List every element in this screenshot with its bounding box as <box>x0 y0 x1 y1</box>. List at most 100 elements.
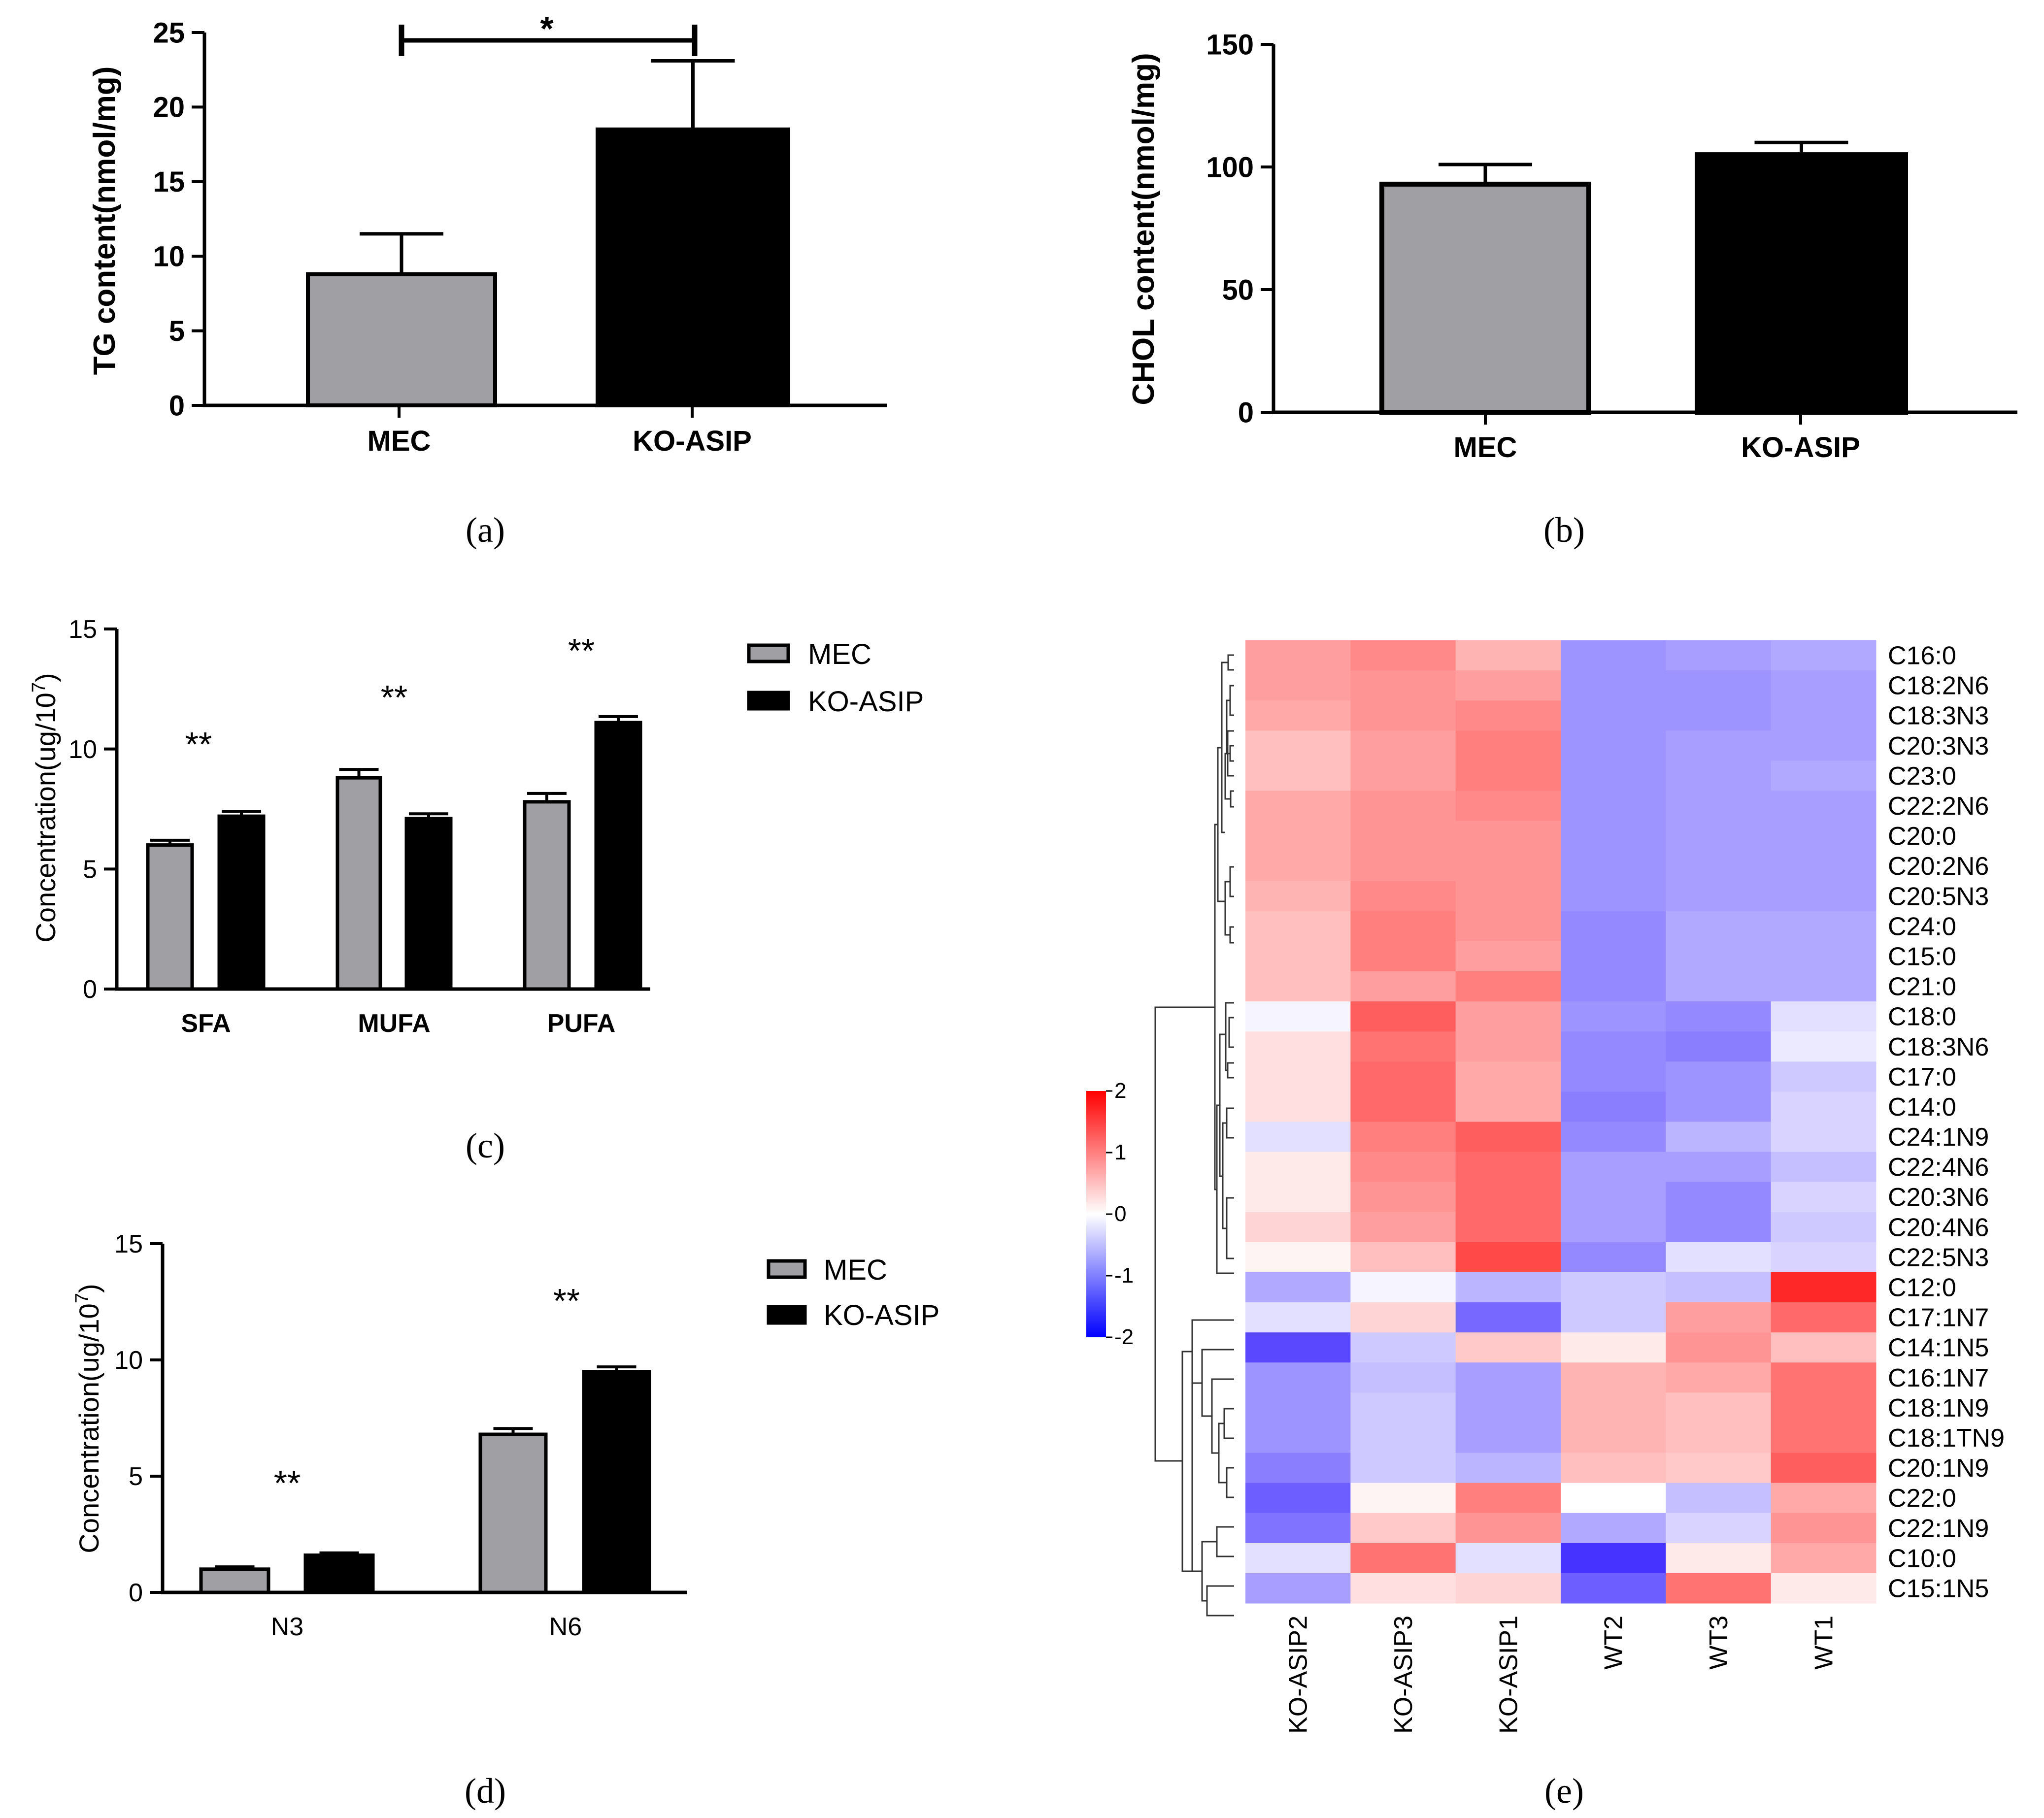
heatmap-cell-c14-0-ko-asip1 <box>1455 1091 1561 1122</box>
heatmap-cell-c15-1n5-wt1 <box>1771 1573 1876 1604</box>
y-ticks-b: 0 50 100 150 <box>1206 29 1273 429</box>
heatmap-row-label: C24:1N9 <box>1888 1123 1989 1152</box>
heatmap-cell-c14-0-wt1 <box>1771 1091 1876 1122</box>
heatmap-cell-c17-0-ko-asip3 <box>1350 1061 1456 1092</box>
y-tick-label-a-10: 10 <box>153 241 185 273</box>
y-tick-label-b-150: 150 <box>1206 29 1254 61</box>
heatmap-cell-c21-0-wt3 <box>1666 971 1772 1002</box>
heatmap-cell-c14-1n5-ko-asip1 <box>1455 1332 1561 1363</box>
x-label-d-n3: N3 <box>271 1613 303 1641</box>
heatmap-cell-c22-5n3-ko-asip3 <box>1350 1242 1456 1273</box>
heatmap-cell-c10-0-wt1 <box>1771 1543 1876 1574</box>
heatmap-cell-c18-3n6-ko-asip1 <box>1455 1031 1561 1062</box>
heatmap-row-label: C16:0 <box>1888 642 1956 670</box>
heatmap-cell-c15-0-ko-asip3 <box>1350 941 1456 972</box>
sig-d-n6: ** <box>553 1282 580 1320</box>
legend-d-mec-label: MEC <box>824 1254 887 1286</box>
y-label-a: TG content(nmol/mg) <box>88 66 122 375</box>
heatmap-cell-c20-1n9-ko-asip3 <box>1350 1453 1456 1484</box>
y-tick-label-d-5: 5 <box>129 1462 143 1491</box>
heatmap-cell-c18-3n3-ko-asip1 <box>1455 700 1561 731</box>
heatmap-row-label: C22:1N9 <box>1888 1514 1989 1543</box>
heatmap-cell-c20-4n6-ko-asip2 <box>1245 1212 1351 1243</box>
heatmap-cell-c22-1n9-ko-asip3 <box>1350 1513 1456 1544</box>
heatmap-cell-c18-2n6-wt3 <box>1666 670 1772 701</box>
heatmap-cell-c22-5n3-ko-asip1 <box>1455 1242 1561 1273</box>
panel-label-e: (e) <box>1544 1771 1584 1811</box>
heatmap-cell-c15-1n5-wt2 <box>1561 1573 1666 1604</box>
x-label-b-mec: MEC <box>1454 431 1517 463</box>
heatmap-cell-c22-1n9-ko-asip2 <box>1245 1513 1351 1544</box>
heatmap-cell-c16-1n7-wt2 <box>1561 1362 1666 1393</box>
heatmap-cell-c18-1tn9-ko-asip2 <box>1245 1422 1351 1454</box>
heatmap-row-label: C16:1N7 <box>1888 1364 1989 1392</box>
heatmap-cell-c15-0-ko-asip2 <box>1245 941 1351 972</box>
heatmap-row-label: C15:0 <box>1888 942 1956 971</box>
x-label-c-pufa: PUFA <box>547 1009 616 1038</box>
legend-c-ko-swatch <box>747 691 790 711</box>
heatmap-row-label: C18:2N6 <box>1888 672 1989 700</box>
heatmap-cell-c20-2n6-wt1 <box>1771 851 1876 882</box>
heatmap-cell-c20-0-ko-asip3 <box>1350 821 1456 852</box>
heatmap-column-label: WT3 <box>1705 1616 1733 1670</box>
bar-d-n6-mec <box>478 1432 548 1594</box>
heatmap-cell-c18-0-ko-asip3 <box>1350 1001 1456 1032</box>
heatmap-cell-c17-1n7-ko-asip2 <box>1245 1302 1351 1333</box>
heatmap-cell-c23-0-ko-asip3 <box>1350 760 1456 791</box>
heatmap-cell-c20-0-wt1 <box>1771 821 1876 852</box>
heatmap-cell-c18-2n6-wt2 <box>1561 670 1666 701</box>
heatmap-cell-c22-2n6-ko-asip3 <box>1350 791 1456 822</box>
y-tick-label-d-10: 10 <box>114 1346 143 1375</box>
bars-c <box>146 715 642 991</box>
bar-b-mec <box>1379 181 1591 415</box>
heatmap-cell-c22-2n6-wt1 <box>1771 791 1876 822</box>
heatmap-cell-c17-1n7-wt3 <box>1666 1302 1772 1333</box>
colorbar-ticks: 2 1 0 -1 -2 <box>1106 1079 1134 1349</box>
heatmap-cell-c16-0-ko-asip1 <box>1455 640 1561 671</box>
bars-d <box>199 1365 651 1594</box>
heatmap-cell-c18-3n6-wt3 <box>1666 1031 1772 1062</box>
heatmap-cell-c24-0-wt3 <box>1666 911 1772 942</box>
y-tick-label-a-15: 15 <box>153 166 185 198</box>
legend-d: MEC KO-ASIP <box>767 1254 939 1331</box>
heatmap-cell-c12-0-ko-asip1 <box>1455 1272 1561 1303</box>
heatmap-cell-c17-0-ko-asip1 <box>1455 1061 1561 1092</box>
heatmap-cell-c23-0-wt2 <box>1561 760 1666 791</box>
heatmap-cell-c20-4n6-wt2 <box>1561 1212 1666 1243</box>
heatmap-cell-c22-5n3-ko-asip2 <box>1245 1242 1351 1273</box>
sig-c-mufa: ** <box>381 678 407 717</box>
heatmap-row-label: C18:3N3 <box>1888 702 1989 730</box>
heatmap-cell-c20-2n6-wt2 <box>1561 851 1666 882</box>
heatmap-cell-c14-1n5-ko-asip3 <box>1350 1332 1456 1363</box>
heatmap-cell-c20-3n3-ko-asip2 <box>1245 730 1351 761</box>
heatmap-cell-c22-0-wt3 <box>1666 1483 1772 1514</box>
y-tick-label-c-10: 10 <box>68 735 97 764</box>
heatmap-cell-c17-0-wt3 <box>1666 1061 1772 1092</box>
heatmap-cell-c20-1n9-wt2 <box>1561 1453 1666 1484</box>
heatmap-column-label: KO-ASIP2 <box>1284 1616 1313 1734</box>
heatmap-cell-c22-4n6-wt2 <box>1561 1152 1666 1183</box>
significance-label-a: * <box>540 9 554 48</box>
heatmap-colorbar: 2 1 0 -1 -2 <box>1086 1079 1134 1349</box>
y-tick-label-a-5: 5 <box>169 315 185 347</box>
heatmap-cell-c16-1n7-wt1 <box>1771 1362 1876 1393</box>
heatmap-cell-c12-0-ko-asip3 <box>1350 1272 1456 1303</box>
heatmap-row-label: C18:3N6 <box>1888 1033 1989 1061</box>
heatmap-cell-c24-1n9-wt1 <box>1771 1122 1876 1153</box>
heatmap-cell-c18-3n6-ko-asip3 <box>1350 1031 1456 1062</box>
heatmap-cell-c20-3n3-ko-asip1 <box>1455 730 1561 761</box>
heatmap-cell-c22-1n9-wt3 <box>1666 1513 1772 1544</box>
heatmap-row-label: C14:0 <box>1888 1093 1956 1122</box>
heatmap-cell-c24-0-ko-asip3 <box>1350 911 1456 942</box>
bar-b-ko-asip <box>1695 152 1908 415</box>
heatmap-cell-c18-1tn9-wt2 <box>1561 1422 1666 1454</box>
heatmap-cell-c14-0-wt3 <box>1666 1091 1772 1122</box>
heatmap-cell-c10-0-ko-asip2 <box>1245 1543 1351 1574</box>
heatmap-cell-c18-1n9-wt3 <box>1666 1392 1772 1423</box>
heatmap-cell-c18-0-wt1 <box>1771 1001 1876 1032</box>
heatmap-column-label: KO-ASIP3 <box>1389 1616 1418 1734</box>
panel-label-c: (c) <box>466 1126 505 1165</box>
bar-c-mufa-ko-asip <box>404 817 453 991</box>
heatmap-cell-c22-2n6-ko-asip1 <box>1455 791 1561 822</box>
heatmap-cell-c18-1n9-ko-asip3 <box>1350 1392 1456 1423</box>
